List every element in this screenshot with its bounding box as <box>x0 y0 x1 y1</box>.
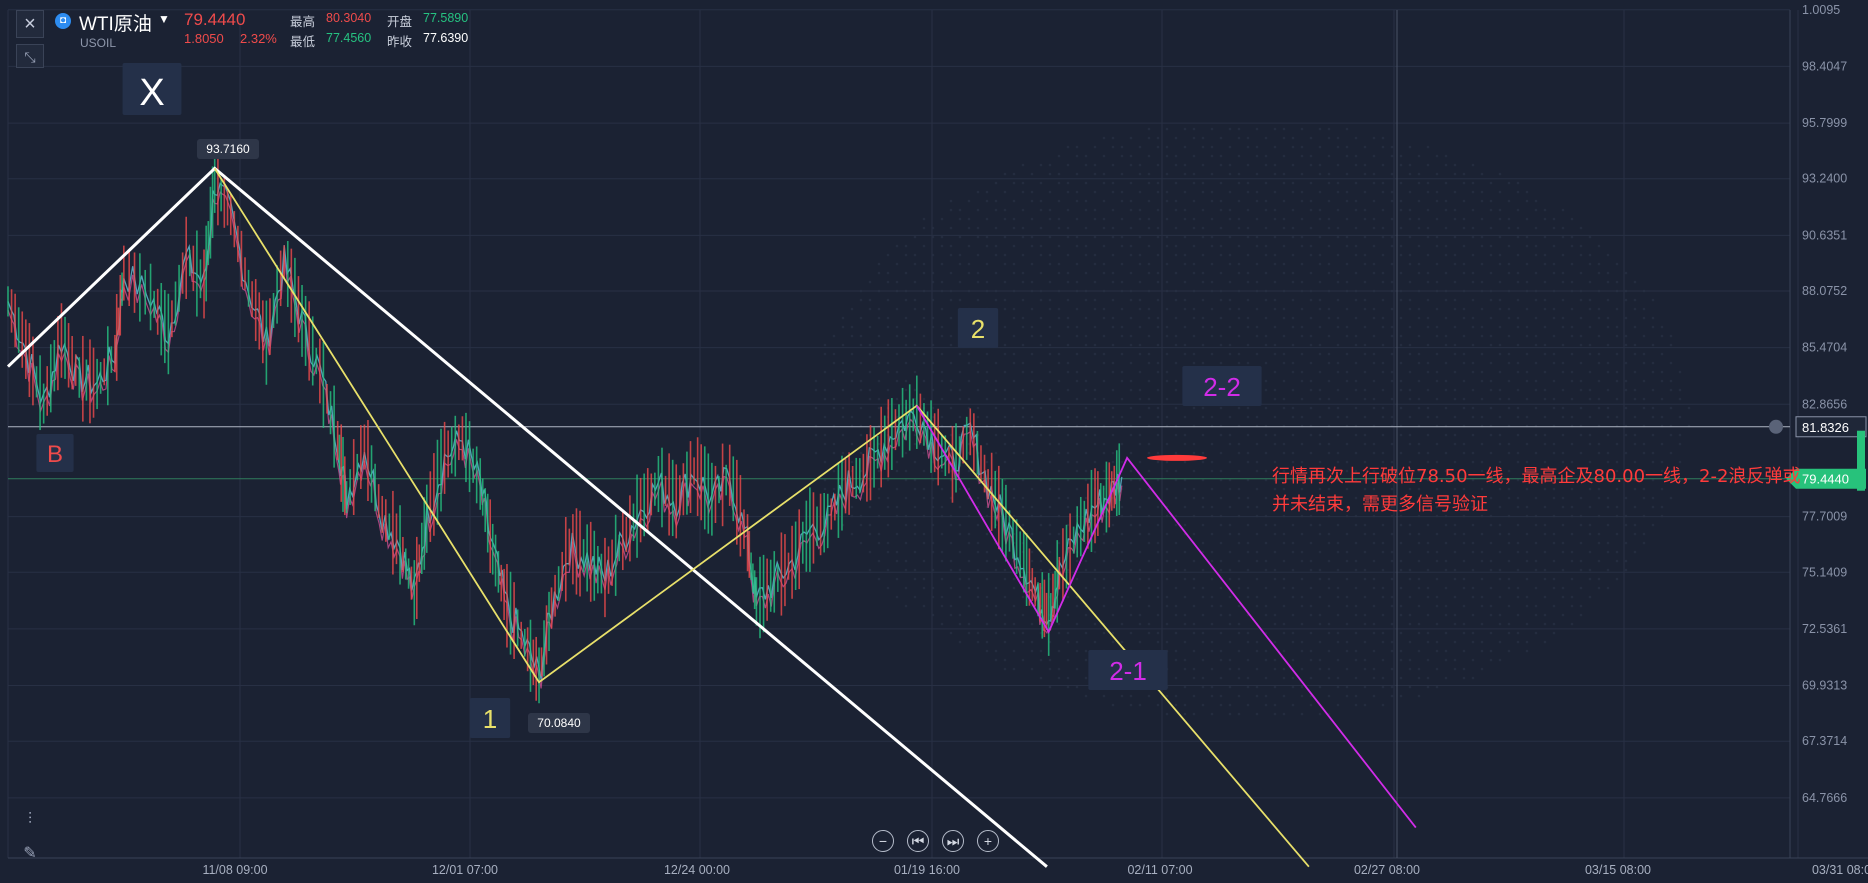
wave-label-box <box>957 308 999 348</box>
prev-close-label: 昨收 <box>387 35 413 49</box>
wave-line-2 <box>213 167 1310 868</box>
y-tick-label: 67.3714 <box>1802 734 1847 748</box>
last-price: 79.4440 <box>184 10 246 29</box>
y-tick-label: 90.6351 <box>1802 228 1847 242</box>
price-change: 1.8050 <box>184 31 224 46</box>
x-tick-label: 03/31 08:00 <box>1812 863 1868 877</box>
x-tick-label: 02/11 07:00 <box>1127 863 1192 877</box>
annotation-line-1: 行情再次上行破位78.50一线，最高企及80.00一线，2-2浪反弹或 <box>1272 466 1800 487</box>
x-tick-label: 03/15 08:00 <box>1585 863 1651 877</box>
symbol-header: × ⤡ ◘ WTI原油 ▼ USOIL 79.4440 1.8050 2.32%… <box>0 0 520 68</box>
low-value: 77.4560 <box>326 31 372 45</box>
bell-icon <box>1769 419 1783 434</box>
high-label: 最高 <box>290 15 316 29</box>
wave-line-3 <box>916 405 1417 829</box>
x-tick-label: 12/01 07:00 <box>432 863 498 877</box>
y-tick-label: 93.2400 <box>1802 172 1847 186</box>
current-price-tag: 79.4440 <box>1802 472 1849 487</box>
y-tick-label: 1.0095 <box>1802 3 1840 17</box>
level-tag-box <box>1795 416 1867 438</box>
wave-label-box <box>1088 650 1168 690</box>
price-callout-box <box>528 713 590 733</box>
level-tag: 81.8326 <box>1802 420 1849 435</box>
y-tick-label: 85.4704 <box>1802 341 1847 355</box>
price-change-percent: 2.32% <box>240 31 277 46</box>
open-value: 77.5890 <box>423 11 469 25</box>
y-tick-label: 72.5361 <box>1802 622 1847 636</box>
x-tick-label: 11/08 09:00 <box>202 863 267 877</box>
wave-label: B <box>47 441 63 468</box>
y-tick-label: 77.7009 <box>1802 510 1847 524</box>
annotation-line-2: 并未结束，需更多信号验证 <box>1272 494 1488 515</box>
price-callout: 70.0840 <box>537 716 581 730</box>
symbol-name[interactable]: WTI原油 <box>79 14 152 35</box>
volume-bar <box>1857 430 1865 491</box>
wave-label: 1 <box>483 704 497 734</box>
current-price-tag-box <box>1786 468 1866 489</box>
shrink-arrows-icon[interactable]: ⤡ <box>16 44 44 68</box>
wave-label-box <box>1182 366 1262 406</box>
x-tick-label: 01/19 16:00 <box>894 863 960 877</box>
y-tick-label: 82.8656 <box>1802 397 1847 411</box>
close-icon[interactable]: × <box>16 10 44 38</box>
high-value: 80.3040 <box>326 11 372 25</box>
chevron-down-icon[interactable]: ▼ <box>158 12 170 26</box>
price-callout-box <box>197 139 259 159</box>
wave-label-box <box>36 434 74 472</box>
wave-label: X <box>139 72 164 114</box>
minus-icon[interactable]: − <box>872 830 894 852</box>
prev-close-value: 77.6390 <box>423 31 469 45</box>
wave-label: 2 <box>971 314 985 344</box>
map-texture <box>814 127 1691 716</box>
price-callout: 93.7160 <box>206 142 250 156</box>
wave-label-box <box>469 698 511 738</box>
x-tick-label: 12/24 00:00 <box>664 863 730 877</box>
target-marker <box>1147 454 1207 461</box>
wave-label: 2-1 <box>1109 656 1147 686</box>
open-label: 开盘 <box>387 15 413 29</box>
plus-icon[interactable]: + <box>977 830 999 852</box>
x-tick-label: 02/27 08:00 <box>1354 863 1420 877</box>
y-tick-label: 75.1409 <box>1802 565 1847 579</box>
symbol-badge-icon: ◘ <box>55 13 71 29</box>
wave-label-box <box>122 63 182 115</box>
y-tick-label: 88.0752 <box>1802 284 1847 298</box>
indicator-icon[interactable]: ⫶ <box>27 811 32 828</box>
wave-label: 2-2 <box>1203 372 1241 402</box>
pencil-icon[interactable]: ✎ <box>23 845 37 862</box>
y-tick-label: 69.9313 <box>1802 679 1847 693</box>
low-label: 最低 <box>290 35 316 49</box>
skip-forward-icon[interactable]: ⏭ <box>942 830 964 852</box>
y-tick-label: 98.4047 <box>1802 59 1847 73</box>
y-tick-label: 64.7666 <box>1802 791 1847 805</box>
symbol-code: USOIL <box>80 36 117 50</box>
y-tick-label: 95.7999 <box>1802 116 1847 130</box>
skip-back-icon[interactable]: ⏮ <box>907 830 929 852</box>
